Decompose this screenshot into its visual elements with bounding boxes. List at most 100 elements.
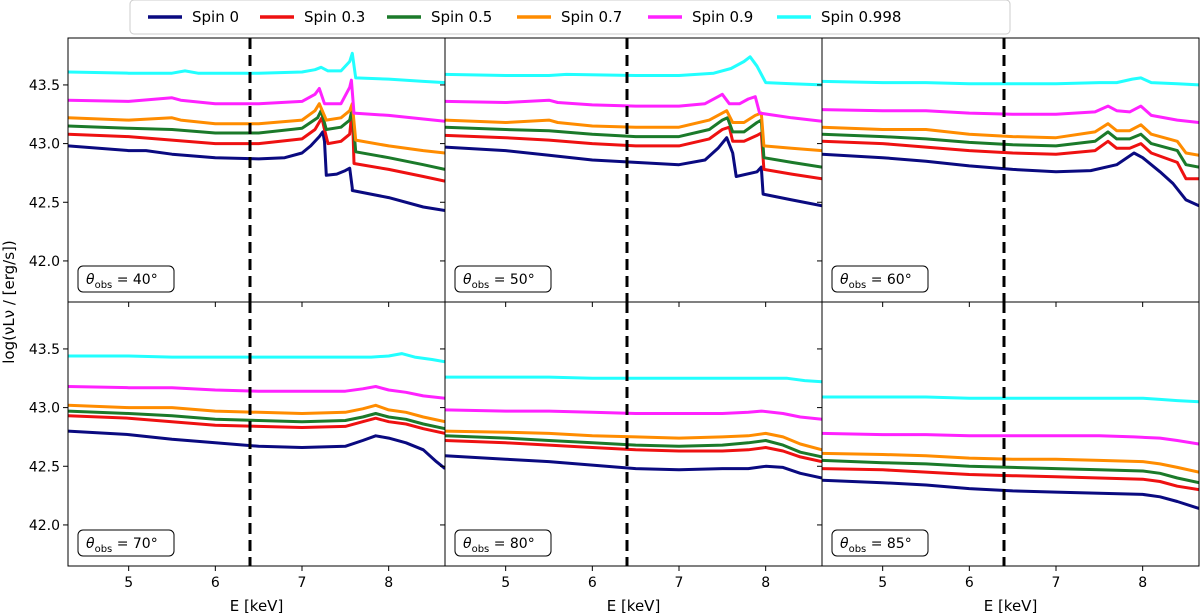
series-line (445, 375, 822, 384)
legend-entry: Spin 0.7 (517, 8, 622, 26)
panel: 5 6 7 8 42.0 42.5 43.0 43.5 E [keV] θobs = 70° (29, 301, 446, 614)
x-tick-label: 6 (965, 575, 974, 591)
x-tick-label: 8 (761, 575, 770, 591)
legend-label: Spin 0.998 (821, 8, 901, 26)
series-line (445, 429, 822, 452)
series-line (822, 151, 1199, 208)
x-tick-label: 5 (501, 575, 510, 591)
panel-grid: 42.0 42.5 43.0 43.5 θobs = 40° θobs = 50° θobs… (29, 37, 1200, 614)
series-line (68, 106, 445, 171)
legend-entry: Spin 0 (148, 8, 239, 26)
legend-entry: Spin 0.5 (387, 8, 492, 26)
x-axis-label: E [keV] (230, 597, 284, 614)
legend-label: Spin 0.3 (304, 8, 365, 26)
panel-label-box (77, 265, 175, 293)
series-line (822, 431, 1199, 446)
series-group (822, 395, 1199, 510)
series-line (822, 104, 1199, 124)
series-line (445, 136, 822, 208)
x-tick-label: 5 (878, 575, 887, 591)
y-tick-label: 42.0 (29, 254, 60, 270)
series-line (445, 125, 822, 181)
x-axis-label: E [keV] (607, 597, 661, 614)
x-tick-label: 8 (384, 575, 393, 591)
series-line (822, 122, 1199, 157)
panel-label: θobs = 50° (463, 272, 535, 291)
x-tick-label: 7 (298, 575, 307, 591)
series-line (822, 139, 1199, 181)
series-line (68, 106, 445, 183)
panel-label-box (454, 265, 552, 293)
series-group (68, 51, 445, 212)
y-tick-label: 43.0 (29, 137, 60, 153)
series-line (68, 78, 445, 123)
legend: Spin 0 Spin 0.3 Spin 0.5 Spin 0.7 Spin 0.9 Sp… (129, 0, 1011, 35)
x-tick-label: 7 (675, 575, 684, 591)
series-line (68, 352, 445, 364)
legend-frame (129, 0, 1011, 35)
panel-label: θobs = 80° (463, 536, 535, 555)
series-line (68, 102, 445, 155)
legend-entry: Spin 0.3 (260, 8, 365, 26)
series-group (68, 352, 445, 470)
legend-label: Spin 0.9 (692, 8, 753, 26)
panel-label-box (454, 529, 552, 557)
series-line (445, 434, 822, 459)
series-line (68, 385, 445, 400)
panel-label: θobs = 70° (86, 536, 158, 555)
series-line (822, 76, 1199, 87)
series-line (68, 51, 445, 85)
series-line (445, 116, 822, 169)
legend-label: Spin 0.7 (561, 8, 622, 26)
series-line (68, 429, 445, 470)
panel-label: θobs = 40° (86, 272, 158, 291)
series-line (445, 454, 822, 480)
panel-label: θobs = 60° (840, 272, 912, 291)
series-line (68, 403, 445, 424)
y-tick-label: 43.5 (29, 78, 60, 94)
series-group (445, 375, 822, 480)
legend-entry: Spin 0.998 (777, 8, 901, 26)
panel-label-box (831, 529, 929, 557)
series-line (68, 130, 445, 212)
y-tick-label: 42.0 (29, 518, 60, 534)
panel: θobs = 50° (440, 37, 823, 307)
y-tick-label: 42.5 (29, 195, 60, 211)
series-line (822, 458, 1199, 485)
x-axis-label: E [keV] (984, 597, 1038, 614)
series-line (68, 409, 445, 431)
y-tick-label: 43.5 (29, 342, 60, 358)
legend-label: Spin 0.5 (431, 8, 492, 26)
panel: 5 6 7 8 E [keV] θobs = 85° (817, 301, 1200, 614)
panel-label: θobs = 85° (840, 536, 912, 555)
series-line (68, 414, 445, 435)
x-tick-label: 8 (1138, 575, 1147, 591)
x-tick-label: 6 (588, 575, 597, 591)
series-line (445, 55, 822, 87)
series-line (445, 109, 822, 153)
series-group (822, 76, 1199, 208)
panel: θobs = 60° (817, 37, 1200, 307)
series-line (822, 467, 1199, 492)
y-axis-label: log(νLν / [erg/s]) (0, 240, 18, 364)
legend-entry: Spin 0.9 (648, 8, 753, 26)
x-tick-label: 5 (124, 575, 133, 591)
legend-label: Spin 0 (192, 8, 239, 26)
series-line (822, 130, 1199, 169)
y-tick-label: 42.5 (29, 459, 60, 475)
series-line (822, 478, 1199, 510)
x-tick-label: 6 (211, 575, 220, 591)
series-line (445, 439, 822, 464)
panel-label-box (77, 529, 175, 557)
x-tick-label: 7 (1052, 575, 1061, 591)
series-line (822, 451, 1199, 474)
series-line (445, 408, 822, 421)
panel: 5 6 7 8 E [keV] θobs = 80° (440, 301, 823, 614)
panel-frame (821, 301, 1200, 567)
panel-label-box (831, 265, 929, 293)
series-line (822, 395, 1199, 404)
y-tick-label: 43.0 (29, 401, 60, 417)
series-group (445, 55, 822, 208)
series-line (445, 92, 822, 123)
